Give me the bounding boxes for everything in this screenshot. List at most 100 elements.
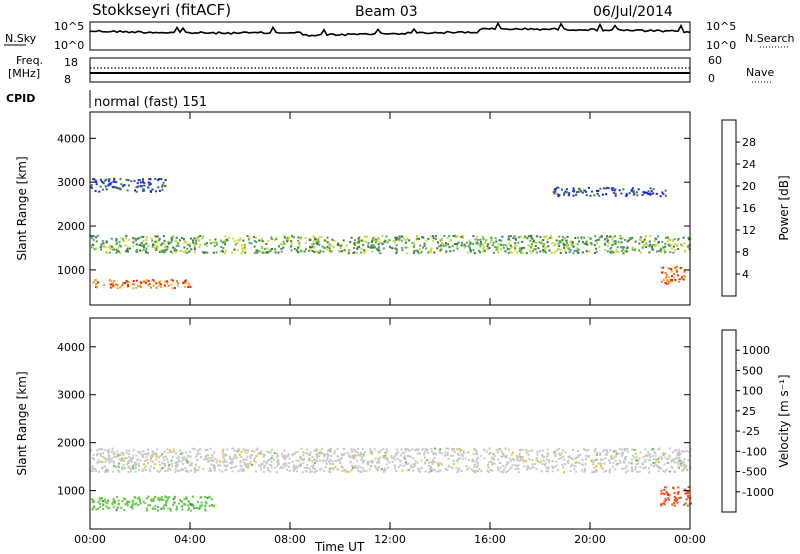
echo-cell <box>559 252 562 254</box>
echo-cell <box>192 241 195 244</box>
noise-sky-label: N.Sky <box>5 32 37 45</box>
echo-cell <box>617 241 620 244</box>
echo-cell <box>456 471 459 474</box>
echo-cell <box>515 465 518 468</box>
echo-cell <box>667 282 670 285</box>
echo-cell <box>99 503 101 505</box>
echo-cell <box>413 462 416 465</box>
echo-cell <box>521 247 523 250</box>
echo-cell <box>621 451 624 454</box>
echo-cell <box>377 450 380 453</box>
echo-cell <box>622 467 625 470</box>
echo-cell <box>535 467 538 470</box>
echo-cell <box>679 267 682 269</box>
echo-cell <box>295 459 298 462</box>
echo-cell <box>155 235 157 238</box>
echo-cell <box>497 458 500 461</box>
echo-cell <box>193 244 196 247</box>
echo-cell <box>501 471 504 474</box>
echo-cell <box>386 450 389 453</box>
echo-cell <box>221 450 224 453</box>
echo-cell <box>562 471 565 474</box>
echo-cell <box>145 239 148 241</box>
echo-cell <box>536 235 539 238</box>
echo-cell <box>677 466 680 469</box>
echo-cell <box>135 186 138 189</box>
echo-cell <box>127 280 130 283</box>
echo-cell <box>622 252 625 255</box>
echo-cell <box>95 236 97 239</box>
echo-cell <box>522 460 525 463</box>
echo-cell <box>153 453 156 456</box>
echo-cell <box>179 250 182 252</box>
echo-cell <box>581 469 583 472</box>
echo-cell <box>103 456 106 459</box>
echo-cell <box>450 466 453 469</box>
echo-cell <box>504 471 507 474</box>
echo-cell <box>569 249 572 252</box>
echo-cell <box>144 249 147 252</box>
echo-cell <box>334 466 337 469</box>
echo-cell <box>371 246 374 249</box>
echo-cell <box>347 252 350 255</box>
echo-cell <box>401 452 404 455</box>
echo-cell <box>358 236 361 239</box>
echo-cell <box>143 452 146 455</box>
echo-cell <box>678 454 681 457</box>
echo-cell <box>274 248 277 251</box>
echo-cell <box>412 457 415 460</box>
echo-cell <box>385 448 388 451</box>
echo-cell <box>500 450 503 453</box>
freq-left-tick-top: 18 <box>64 56 78 69</box>
echo-cell <box>376 468 378 471</box>
echo-cell <box>107 470 109 473</box>
echo-cell <box>317 240 320 243</box>
echo-cell <box>247 466 250 469</box>
echo-cell <box>314 459 317 462</box>
echo-cell <box>667 244 670 247</box>
power-heatmap <box>90 177 692 290</box>
echo-cell <box>177 455 180 458</box>
echo-cell <box>469 249 472 252</box>
echo-cell <box>390 455 393 458</box>
echo-cell <box>547 459 550 462</box>
echo-cell <box>595 458 598 461</box>
echo-cell <box>453 234 456 237</box>
echo-cell <box>140 453 143 456</box>
echo-cell <box>667 497 670 500</box>
echo-cell <box>382 457 385 459</box>
echo-cell <box>432 239 435 242</box>
echo-cell <box>686 490 689 493</box>
echo-cell <box>445 242 447 245</box>
echo-cell <box>402 464 405 467</box>
echo-cell <box>162 499 165 502</box>
echo-cell <box>127 184 130 187</box>
echo-cell <box>664 271 667 274</box>
echo-cell <box>381 234 384 237</box>
echo-cell <box>277 455 280 458</box>
echo-cell <box>298 464 301 467</box>
echo-cell <box>641 194 644 196</box>
echo-cell <box>620 246 622 249</box>
echo-cell <box>163 239 166 242</box>
echo-cell <box>256 447 259 450</box>
echo-cell <box>600 462 603 465</box>
echo-cell <box>325 463 328 465</box>
echo-cell <box>190 248 193 251</box>
echo-cell <box>451 245 454 247</box>
echo-cell <box>456 245 459 248</box>
echo-cell <box>270 457 273 460</box>
echo-cell <box>548 237 551 239</box>
echo-cell <box>544 464 546 467</box>
echo-cell <box>604 249 607 252</box>
echo-cell <box>115 239 118 242</box>
echo-cell <box>531 466 534 469</box>
echo-cell <box>369 448 372 451</box>
echo-cell <box>371 239 374 242</box>
echo-cell <box>639 451 642 454</box>
echo-cell <box>125 457 128 460</box>
echo-cell <box>259 465 262 468</box>
echo-cell <box>373 448 376 451</box>
echo-cell <box>326 248 329 251</box>
echo-cell <box>461 241 463 244</box>
